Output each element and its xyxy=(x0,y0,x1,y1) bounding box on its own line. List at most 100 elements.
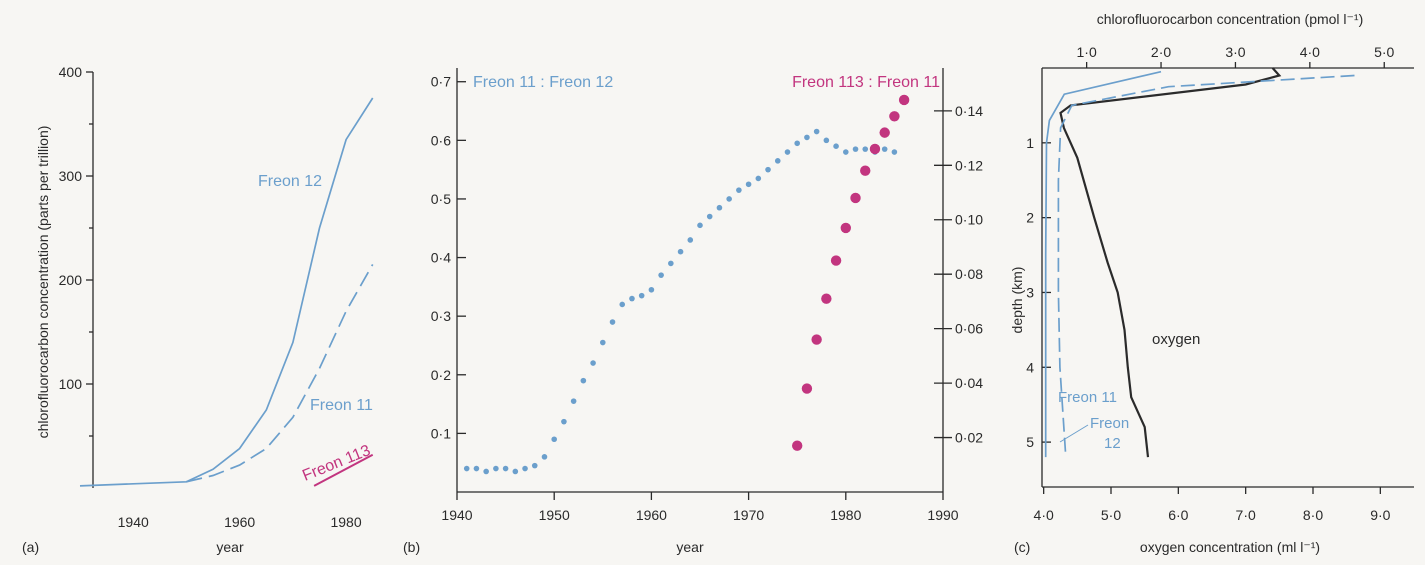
panel-b-point-freon11-freon12 xyxy=(784,149,791,155)
panel-b-series xyxy=(463,94,910,475)
panel-b-y-tick-label-left: 0·1 xyxy=(431,425,451,441)
panel-b-y-ticks-left: 0·1 0·2 0·3 0·4 0·5 0·6 0·7 xyxy=(431,74,466,441)
panel-a-label: (a) xyxy=(22,539,39,555)
panel-b-point-freon11-freon12 xyxy=(852,146,859,152)
panel-c-label-oxygen: oxygen xyxy=(1152,331,1200,348)
panel-c-top-ticks: 1·0 2·0 3·0 4·0 5·0 xyxy=(1077,44,1395,68)
panel-b-point-freon11-freon12 xyxy=(638,292,645,299)
panel-c-series xyxy=(1044,67,1355,458)
panel-c-y-tick-label: 1 xyxy=(1026,135,1034,151)
panel-a-line-freon-11 xyxy=(186,263,374,483)
panel-a-y-tick-label: 400 xyxy=(59,64,83,80)
panel-b-y-ticks-right: 0·02 0·04 0·06 0·08 0·10 0·12 0·14 xyxy=(934,103,983,446)
panel-b-point-freon113-freon11 xyxy=(811,334,822,345)
panel-c-y-tick-label: 3 xyxy=(1026,284,1034,300)
panel-a-label-freon-11: Freon 11 xyxy=(310,397,373,414)
panel-b-point-freon11-freon12 xyxy=(687,237,694,243)
panel-b-point-freon11-freon12 xyxy=(561,418,567,425)
panel-b-point-freon11-freon12 xyxy=(483,468,489,475)
panel-b-point-freon11-freon12 xyxy=(706,213,713,220)
panel-b-point-freon11-freon12 xyxy=(813,128,820,135)
panel-c-y-axis-label: depth (km) xyxy=(1009,267,1025,334)
panel-b-point-freon11-freon12 xyxy=(600,339,606,346)
panel-b-y-tick-label-left: 0·4 xyxy=(431,250,451,266)
panel-c-line-freon-11 xyxy=(1044,70,1162,458)
panel-c-bottom-tick-label: 6·0 xyxy=(1168,507,1188,523)
panel-b-y-tick-label-left: 0·2 xyxy=(431,367,451,383)
panel-b-x-ticks: 1940 1950 1960 1970 1980 1990 xyxy=(441,492,959,523)
panel-b-point-freon11-freon12 xyxy=(862,146,869,152)
panel-b-x-tick-label: 1940 xyxy=(441,507,472,523)
panel-c-top-tick-label: 1·0 xyxy=(1077,44,1097,60)
panel-b-point-freon11-freon12 xyxy=(541,454,548,460)
panel-c-freon-12-leader xyxy=(1059,424,1089,443)
panel-b-point-freon113-freon11 xyxy=(850,192,861,204)
panel-c-bottom-ticks: 4·0 5·0 6·0 7·0 8·0 9·0 xyxy=(1034,487,1391,523)
panel-c-top-tick-label: 5·0 xyxy=(1374,44,1394,60)
panel-c-bottom-tick-label: 8·0 xyxy=(1303,507,1323,523)
panel-b-point-freon11-freon12 xyxy=(716,204,723,211)
panel-a: 100 200 300 400 1940 1960 1980 chlorofluoroca… xyxy=(22,64,374,555)
panel-b-point-freon11-freon12 xyxy=(473,465,480,472)
panel-c-top-tick-label: 2·0 xyxy=(1151,44,1171,60)
panel-b-point-freon11-freon12 xyxy=(765,166,771,173)
panel-b-point-freon11-freon12 xyxy=(833,143,839,149)
panel-b-point-freon113-freon11 xyxy=(840,222,851,234)
panel-b-point-freon113-freon11 xyxy=(792,440,803,451)
panel-c-label-freon-12: Freon 12 xyxy=(1090,415,1133,452)
panel-c-bottom-tick-label: 4·0 xyxy=(1034,507,1054,523)
panel-b-point-freon11-freon12 xyxy=(463,465,470,472)
panel-c-y-tick-label: 5 xyxy=(1026,434,1034,450)
panel-c-top-axis-label: chlorofluorocarbon concentration (pmol l… xyxy=(1097,11,1364,27)
panel-b-y-tick-label-right: 0·06 xyxy=(955,321,983,337)
panel-b-y-tick-label-left: 0·6 xyxy=(431,132,451,148)
panel-a-y-tick-label: 300 xyxy=(59,168,83,184)
panel-b-point-freon113-freon11 xyxy=(801,383,813,394)
panel-b-y-tick-label-left: 0·7 xyxy=(431,74,451,90)
panel-a-y-ticks: 100 200 300 400 xyxy=(59,64,93,437)
panel-b-point-freon11-freon12 xyxy=(697,222,703,229)
panel-b-y-tick-label-left: 0·5 xyxy=(431,191,451,207)
panel-b-point-freon11-freon12 xyxy=(512,468,519,475)
panel-b-point-freon11-freon12 xyxy=(629,295,635,302)
panel-c-top-tick-label: 4·0 xyxy=(1300,44,1320,60)
panel-c-line-oxygen xyxy=(1059,67,1282,458)
panel-b-point-freon11-freon12 xyxy=(522,465,528,472)
panel-c-y-tick-label: 4 xyxy=(1026,359,1034,375)
panel-b-point-freon11-freon12 xyxy=(794,140,800,147)
panel-b-point-freon11-freon12 xyxy=(493,465,499,472)
panel-b-point-freon11-freon12 xyxy=(804,134,810,141)
panel-a-label-freon-12: Freon 12 xyxy=(258,173,322,190)
panel-b-y-tick-label-right: 0·14 xyxy=(955,103,983,119)
panel-b: 0·10·20·30·40·50·60·7 0·020·040·060·080·… xyxy=(403,68,983,555)
panel-b-point-freon11-freon12 xyxy=(619,301,626,308)
panel-b-point-freon11-freon12 xyxy=(551,436,557,443)
panel-b-legend-freon113-freon11: Freon 113 : Freon 11 xyxy=(792,74,940,91)
panel-c-bottom-tick-label: 5·0 xyxy=(1101,507,1121,523)
panel-a-x-tick-label: 1940 xyxy=(118,514,149,530)
panel-b-point-freon11-freon12 xyxy=(774,158,781,164)
panel-c-y-tick-label: 2 xyxy=(1026,210,1034,226)
panel-b-point-freon11-freon12 xyxy=(843,149,849,155)
panel-a-y-axis-label: chlorofluorocarbon concentration (parts … xyxy=(35,126,51,439)
panel-b-x-tick-label: 1980 xyxy=(830,507,861,523)
panel-b-point-freon11-freon12 xyxy=(755,175,762,182)
panel-a-x-axis-label: year xyxy=(216,539,244,555)
panel-c-y-ticks: 1 2 3 4 5 xyxy=(1026,135,1051,450)
panel-b-x-tick-label: 1970 xyxy=(733,507,764,523)
panel-b-point-freon113-freon11 xyxy=(889,111,900,122)
panel-a-x-tick-label: 1980 xyxy=(330,514,361,530)
panel-c-bottom-tick-label: 7·0 xyxy=(1236,507,1256,523)
panel-b-point-freon113-freon11 xyxy=(879,127,890,138)
panel-b-y-tick-label-left: 0·3 xyxy=(431,308,451,324)
panel-b-point-freon11-freon12 xyxy=(891,149,898,155)
panel-b-point-freon11-freon12 xyxy=(502,465,509,472)
panel-b-x-tick-label: 1960 xyxy=(636,507,667,523)
panel-c-label-freon-12-line1: Freon xyxy=(1090,415,1129,432)
panel-c-label-freon-11: Freon 11 xyxy=(1058,389,1117,406)
panel-c-bottom-tick-label: 9·0 xyxy=(1370,507,1390,523)
panel-b-y-tick-label-right: 0·12 xyxy=(955,157,983,173)
panel-b-point-freon11-freon12 xyxy=(736,187,742,193)
